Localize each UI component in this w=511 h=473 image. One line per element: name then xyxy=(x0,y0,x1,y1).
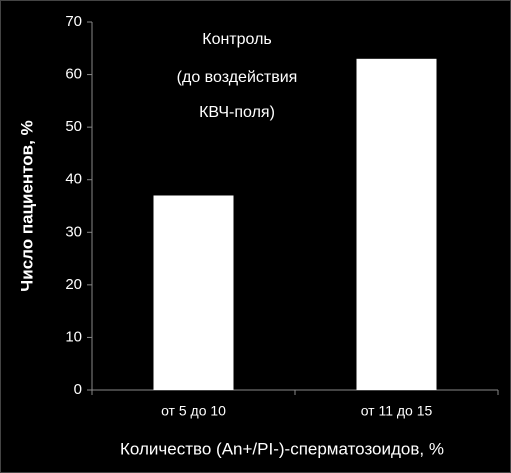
chart-title: КВЧ-поля) xyxy=(199,104,275,121)
y-tick-label: 10 xyxy=(65,328,82,345)
y-tick-label: 20 xyxy=(65,276,82,293)
y-tick-label: 70 xyxy=(65,13,82,30)
y-axis-label: Число пациентов, % xyxy=(17,120,36,291)
chart-title: (до воздействия xyxy=(177,69,298,86)
chart-title: Контроль xyxy=(202,31,272,48)
y-tick-label: 30 xyxy=(65,223,82,240)
bar xyxy=(153,195,234,390)
y-tick-label: 0 xyxy=(74,381,82,398)
x-axis-label: Количество (An+/PI-)-сперматозоидов, % xyxy=(120,439,444,458)
y-tick-label: 60 xyxy=(65,66,82,83)
x-tick-label: от 11 до 15 xyxy=(361,403,433,419)
x-tick-label: от 5 до 10 xyxy=(161,403,226,419)
y-tick-label: 40 xyxy=(65,171,82,188)
y-tick-label: 50 xyxy=(65,118,82,135)
bar xyxy=(356,58,437,391)
